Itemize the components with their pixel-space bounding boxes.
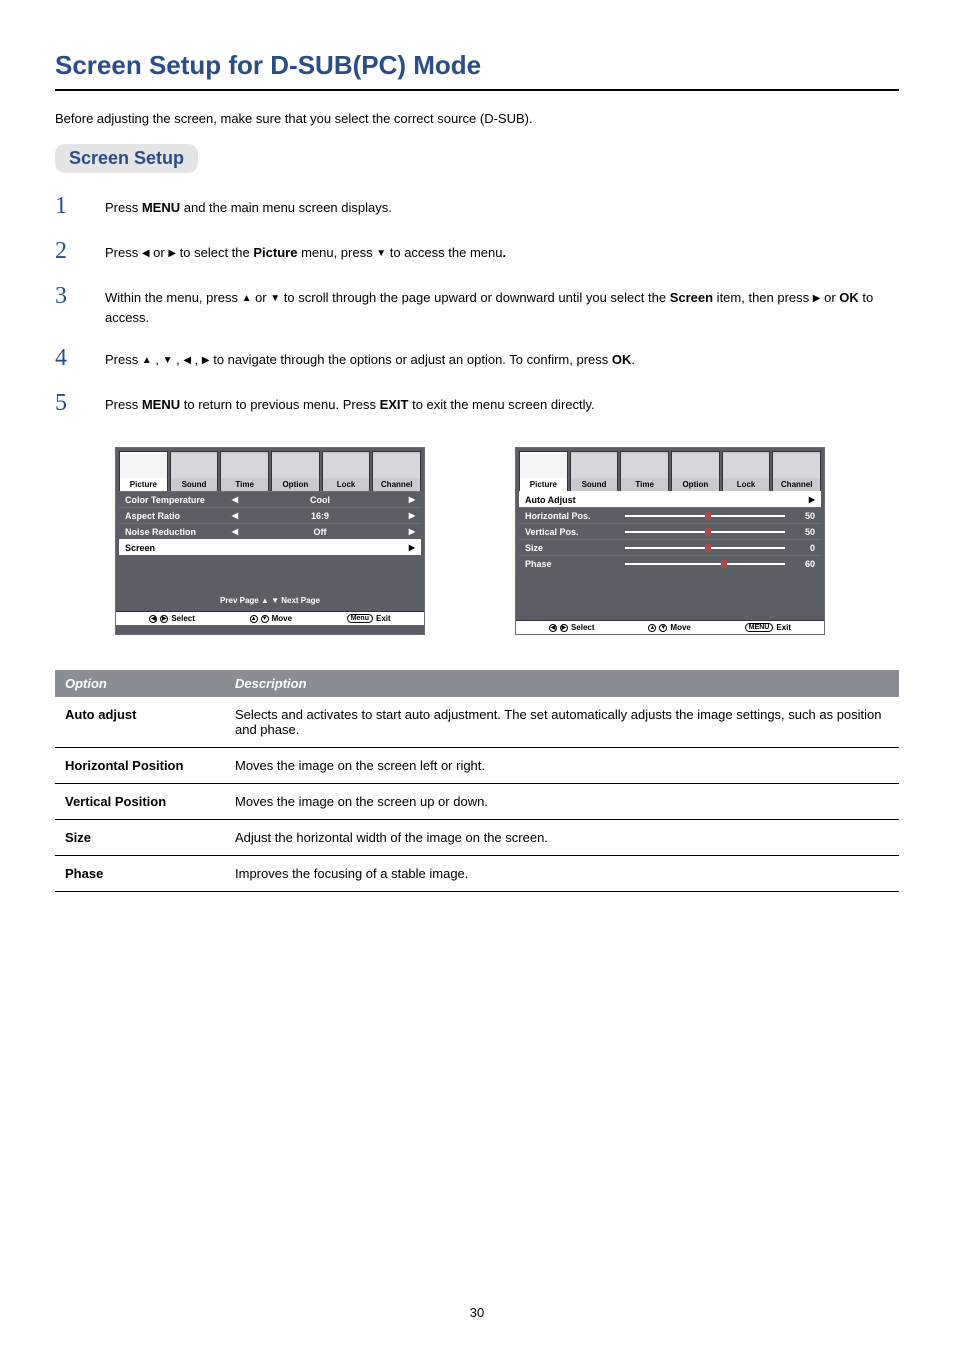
osd-screenshots-row: PictureSoundTimeOptionLockChannel Color … bbox=[115, 447, 899, 635]
option-description: Moves the image on the screen up or down… bbox=[225, 784, 899, 820]
step-number: 4 bbox=[55, 345, 105, 372]
osd-tab-icon bbox=[621, 454, 668, 478]
osd-tab-icon bbox=[723, 454, 770, 478]
osd-menu-item: Screen ▶ bbox=[119, 539, 421, 555]
step-3: 3 Within the menu, press ▲ or ▼ to scrol… bbox=[55, 283, 899, 327]
osd-footer-select: ◀▶ Select bbox=[149, 614, 195, 623]
steps-list: 1 Press MENU and the main menu screen di… bbox=[55, 193, 899, 417]
osd-tab-lock: Lock bbox=[322, 451, 371, 491]
osd-slider bbox=[625, 513, 785, 519]
osd-tab-icon bbox=[171, 454, 218, 478]
osd-slider bbox=[625, 561, 785, 567]
osd-tab-icon bbox=[571, 454, 618, 478]
osd-tab-sound: Sound bbox=[170, 451, 219, 491]
table-row: Auto adjust Selects and activates to sta… bbox=[55, 697, 899, 748]
osd-body-left: Color Temperature ◀ Cool ▶Aspect Ratio ◀… bbox=[116, 491, 424, 611]
th-option: Option bbox=[55, 670, 225, 697]
th-description: Description bbox=[225, 670, 899, 697]
osd-tab-icon bbox=[272, 454, 319, 478]
step-text: Press MENU to return to previous menu. P… bbox=[105, 390, 595, 415]
osd-footer-right: ◀▶ Select ▲▼ Move MENU Exit bbox=[516, 620, 824, 634]
option-description: Moves the image on the screen left or ri… bbox=[225, 748, 899, 784]
table-row: Size Adjust the horizontal width of the … bbox=[55, 820, 899, 856]
osd-footer-select: ◀▶ Select bbox=[549, 623, 595, 632]
osd-tab-icon bbox=[221, 454, 268, 478]
osd-tab-option: Option bbox=[671, 451, 720, 491]
osd-tab-sound: Sound bbox=[570, 451, 619, 491]
page-title: Screen Setup for D-SUB(PC) Mode bbox=[55, 50, 899, 81]
osd-tab-icon bbox=[672, 454, 719, 478]
osd-tabs-right: PictureSoundTimeOptionLockChannel bbox=[516, 448, 824, 491]
osd-tab-channel: Channel bbox=[772, 451, 821, 491]
step-1: 1 Press MENU and the main menu screen di… bbox=[55, 193, 899, 220]
step-5: 5 Press MENU to return to previous menu.… bbox=[55, 390, 899, 417]
osd-slider bbox=[625, 529, 785, 535]
osd-footer-exit: MENU Exit bbox=[745, 623, 791, 632]
step-text: Press ▲ , ▼ , ◀ , ▶ to navigate through … bbox=[105, 345, 635, 370]
step-number: 1 bbox=[55, 193, 105, 220]
osd-tab-time: Time bbox=[620, 451, 669, 491]
osd-footer-exit: Menu Exit bbox=[347, 614, 391, 623]
step-number: 5 bbox=[55, 390, 105, 417]
step-text: Press MENU and the main menu screen disp… bbox=[105, 193, 392, 218]
option-description: Adjust the horizontal width of the image… bbox=[225, 820, 899, 856]
option-description: Selects and activates to start auto adju… bbox=[225, 697, 899, 748]
table-row: Phase Improves the focusing of a stable … bbox=[55, 856, 899, 892]
osd-tab-picture: Picture bbox=[119, 451, 168, 491]
option-name: Horizontal Position bbox=[55, 748, 225, 784]
osd-footer-move: ▲▼ Move bbox=[250, 614, 292, 623]
osd-tab-time: Time bbox=[220, 451, 269, 491]
osd-tab-icon bbox=[373, 454, 420, 478]
osd-slider bbox=[625, 545, 785, 551]
option-name: Auto adjust bbox=[55, 697, 225, 748]
title-rule bbox=[55, 89, 899, 91]
intro-text: Before adjusting the screen, make sure t… bbox=[55, 111, 899, 126]
osd-tab-icon bbox=[773, 454, 820, 478]
osd-body-right: Auto Adjust ▶Horizontal Pos. 50Vertical … bbox=[516, 491, 824, 620]
table-row: Horizontal Position Moves the image on t… bbox=[55, 748, 899, 784]
section-title: Screen Setup bbox=[69, 148, 184, 168]
osd-screen-menu: PictureSoundTimeOptionLockChannel Auto A… bbox=[515, 447, 825, 635]
step-text: Press ◀ or ▶ to select the Picture menu,… bbox=[105, 238, 506, 263]
osd-menu-item: Size 0 bbox=[519, 539, 821, 555]
step-4: 4 Press ▲ , ▼ , ◀ , ▶ to navigate throug… bbox=[55, 345, 899, 372]
step-2: 2 Press ◀ or ▶ to select the Picture men… bbox=[55, 238, 899, 265]
step-number: 2 bbox=[55, 238, 105, 265]
option-name: Size bbox=[55, 820, 225, 856]
osd-menu-item: Auto Adjust ▶ bbox=[519, 491, 821, 507]
section-title-wrap: Screen Setup bbox=[55, 144, 198, 173]
osd-menu-item: Vertical Pos. 50 bbox=[519, 523, 821, 539]
osd-tab-icon bbox=[323, 454, 370, 478]
step-text: Within the menu, press ▲ or ▼ to scroll … bbox=[105, 283, 899, 327]
osd-tab-picture: Picture bbox=[519, 451, 568, 491]
osd-tab-channel: Channel bbox=[372, 451, 421, 491]
osd-footer-move: ▲▼ Move bbox=[648, 623, 690, 632]
osd-tab-icon bbox=[520, 454, 567, 478]
osd-menu-item: Horizontal Pos. 50 bbox=[519, 507, 821, 523]
page-number: 30 bbox=[0, 1305, 954, 1320]
table-row: Vertical Position Moves the image on the… bbox=[55, 784, 899, 820]
osd-pager: Prev Page ▲ ▼ Next Page bbox=[119, 593, 421, 608]
osd-menu-item: Aspect Ratio ◀ 16:9 ▶ bbox=[119, 507, 421, 523]
osd-tabs-left: PictureSoundTimeOptionLockChannel bbox=[116, 448, 424, 491]
option-name: Phase bbox=[55, 856, 225, 892]
osd-tab-icon bbox=[120, 454, 167, 478]
options-description-table: Option Description Auto adjust Selects a… bbox=[55, 670, 899, 892]
osd-menu-item: Phase 60 bbox=[519, 555, 821, 571]
option-name: Vertical Position bbox=[55, 784, 225, 820]
osd-tab-option: Option bbox=[271, 451, 320, 491]
osd-footer-left: ◀▶ Select ▲▼ Move Menu Exit bbox=[116, 611, 424, 625]
table-header-row: Option Description bbox=[55, 670, 899, 697]
osd-menu-item: Color Temperature ◀ Cool ▶ bbox=[119, 491, 421, 507]
osd-picture-menu: PictureSoundTimeOptionLockChannel Color … bbox=[115, 447, 425, 635]
step-number: 3 bbox=[55, 283, 105, 310]
option-description: Improves the focusing of a stable image. bbox=[225, 856, 899, 892]
osd-tab-lock: Lock bbox=[722, 451, 771, 491]
osd-menu-item: Noise Reduction ◀ Off ▶ bbox=[119, 523, 421, 539]
